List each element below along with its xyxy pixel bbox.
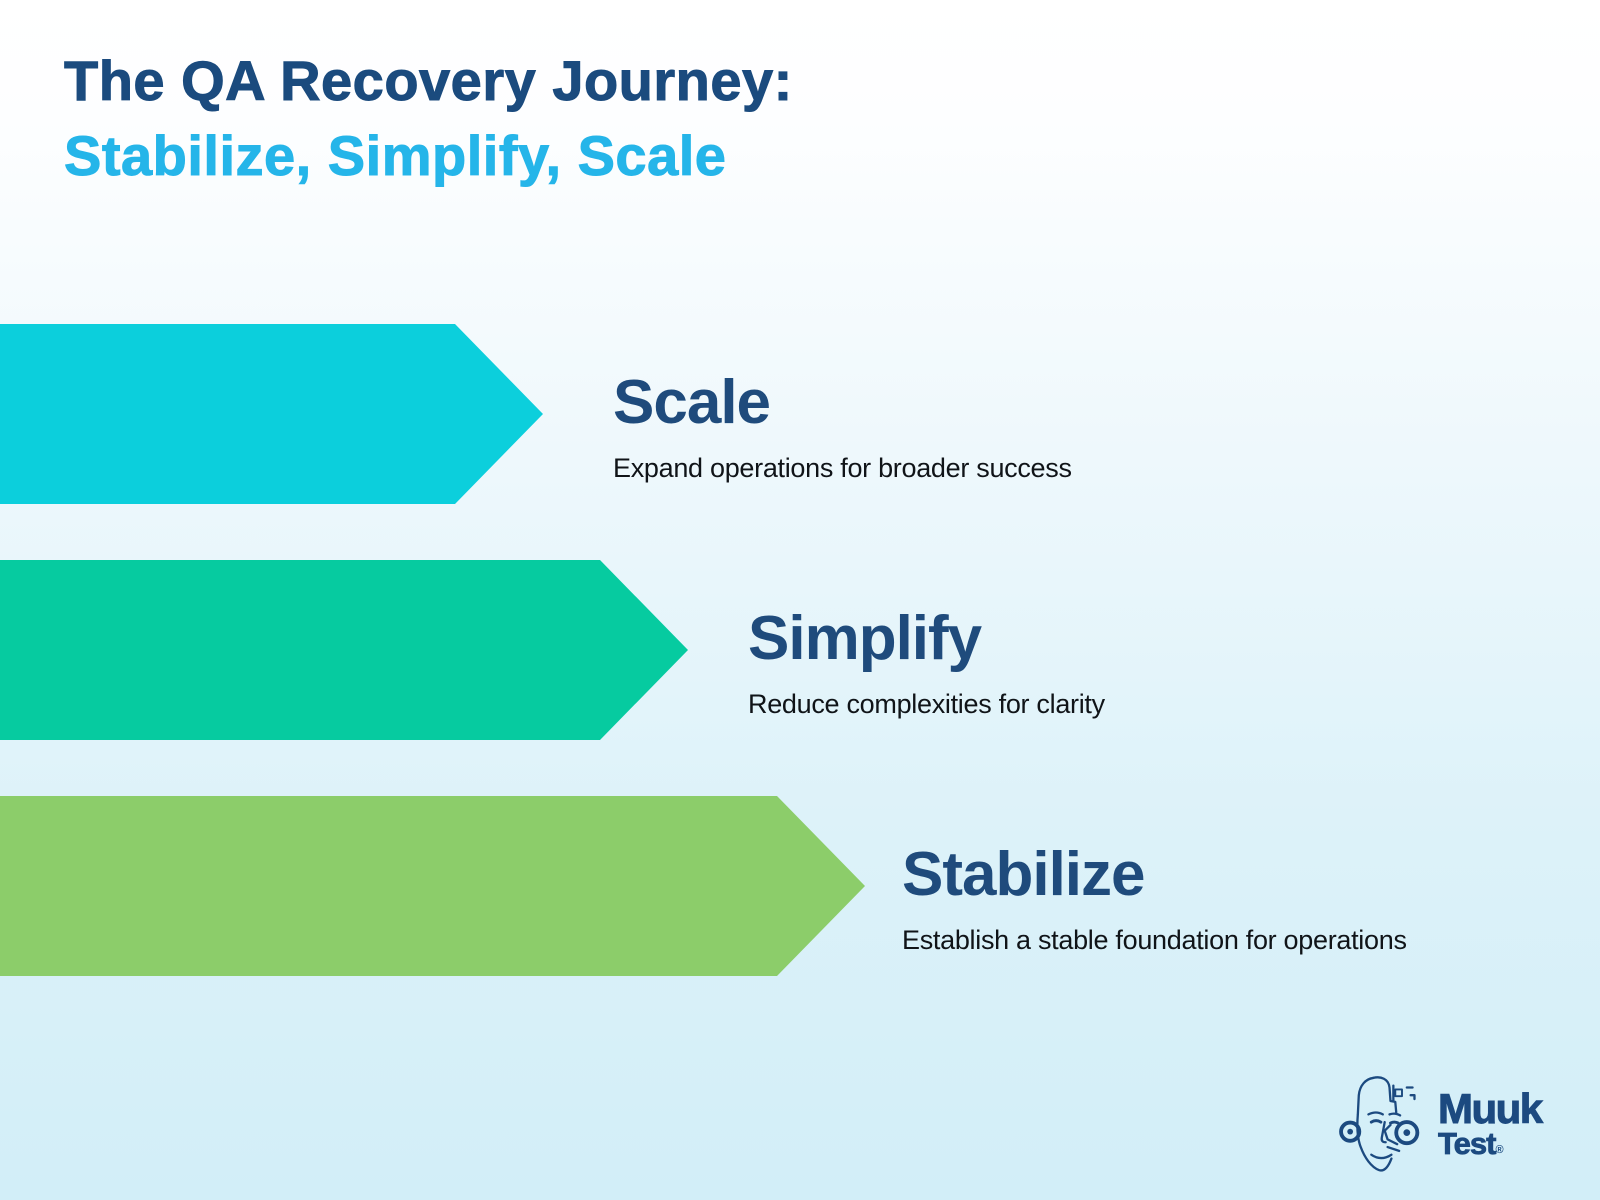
simplify-label-block: Simplify Reduce complexities for clarity [748,608,1105,720]
simplify-description: Reduce complexities for clarity [748,689,1105,720]
scale-label-block: Scale Expand operations for broader succ… [613,372,1072,484]
scale-arrow [0,324,543,504]
brand-name-top: Muuk [1438,1085,1544,1133]
scale-heading: Scale [613,368,771,438]
simplify-heading: Simplify [748,604,982,674]
muuktest-face-icon [1330,1072,1426,1176]
registered-trademark-mark: ® [1495,1144,1503,1157]
stabilize-arrow [0,796,865,976]
brand-name-bottom: Test® [1438,1126,1504,1162]
muuktest-wordmark: Muuk Test® [1438,1085,1544,1162]
stabilize-heading: Stabilize [902,840,1146,910]
stabilize-description: Establish a stable foundation for operat… [902,925,1407,956]
title-line-accent: Stabilize, Simplify, Scale [64,123,727,187]
stabilize-label-block: Stabilize Establish a stable foundation … [902,844,1407,956]
simplify-arrow [0,560,688,740]
title-line-primary: The QA Recovery Journey: [64,49,793,112]
muuktest-logo: Muuk Test® [1330,1072,1544,1176]
scale-description: Expand operations for broader success [613,453,1072,484]
page-title: The QA Recovery Journey: Stabilize, Simp… [64,49,793,187]
